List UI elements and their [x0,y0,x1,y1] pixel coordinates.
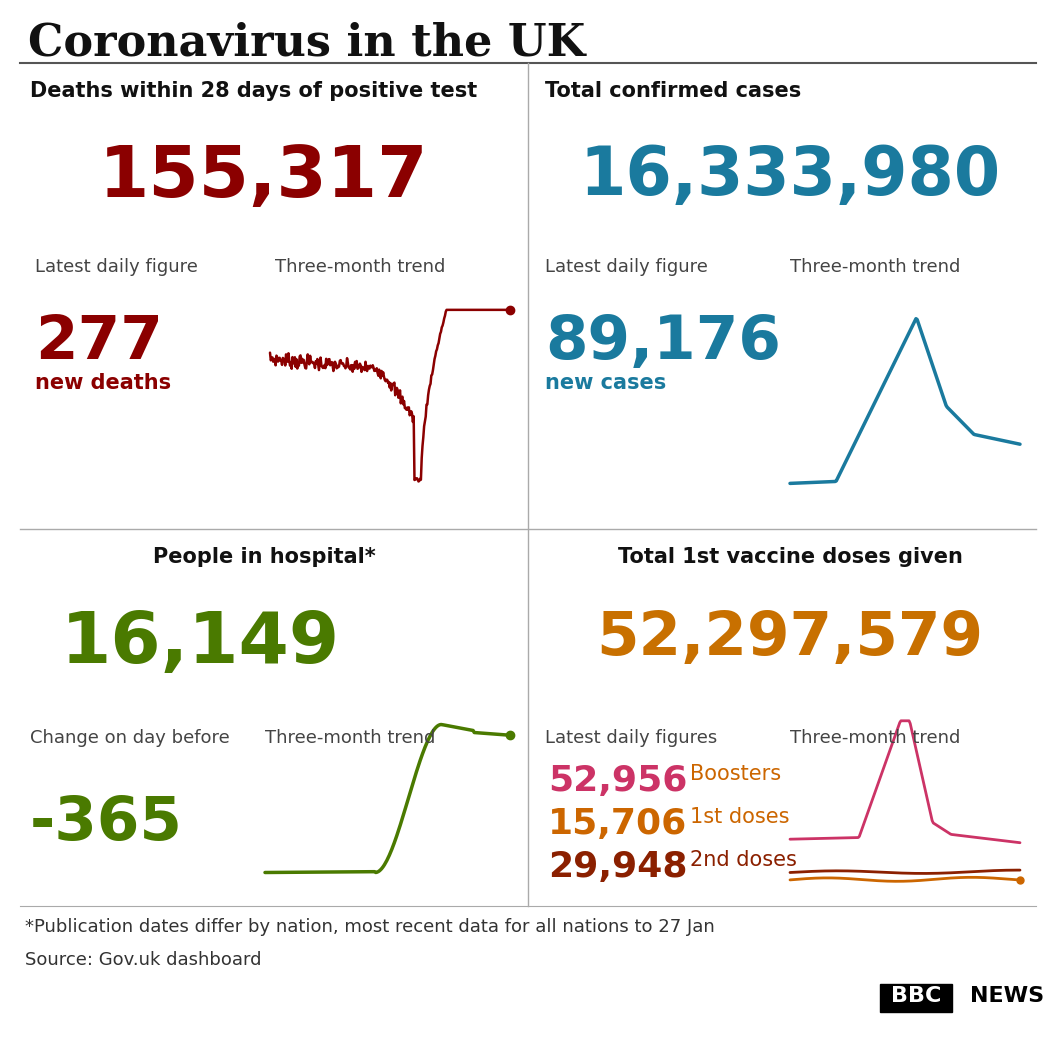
Text: Latest daily figures: Latest daily figures [545,729,717,747]
Text: Latest daily figure: Latest daily figure [545,258,708,276]
Text: 52,956: 52,956 [548,763,687,798]
Text: Change on day before: Change on day before [30,729,230,747]
Text: 52,297,579: 52,297,579 [597,609,983,668]
Text: new cases: new cases [545,373,666,393]
Text: Three-month trend: Three-month trend [275,258,446,276]
Text: People in hospital*: People in hospital* [153,547,375,567]
Text: Total 1st vaccine doses given: Total 1st vaccine doses given [618,547,962,567]
Text: 2nd doses: 2nd doses [690,850,797,870]
Text: *Publication dates differ by nation, most recent data for all nations to 27 Jan: *Publication dates differ by nation, mos… [25,918,715,936]
Text: Total confirmed cases: Total confirmed cases [545,81,802,101]
Text: 89,176: 89,176 [545,313,780,372]
Text: new deaths: new deaths [35,373,171,393]
Text: 277: 277 [35,313,163,372]
FancyBboxPatch shape [880,984,953,1012]
Text: 16,333,980: 16,333,980 [580,143,1001,209]
Text: Latest daily figure: Latest daily figure [35,258,197,276]
Text: NEWS: NEWS [970,986,1044,1006]
Text: Three-month trend: Three-month trend [265,729,435,747]
Text: 15,706: 15,706 [548,807,687,841]
Text: Boosters: Boosters [690,763,781,784]
Text: Source: Gov.uk dashboard: Source: Gov.uk dashboard [25,951,262,969]
Text: 1st doses: 1st doses [690,807,790,827]
Text: 29,948: 29,948 [548,850,687,884]
Text: Three-month trend: Three-month trend [790,729,960,747]
Text: BBC: BBC [891,986,941,1006]
Text: -365: -365 [30,794,183,853]
Text: 16,149: 16,149 [60,609,340,678]
Text: Coronavirus in the UK: Coronavirus in the UK [29,21,585,64]
Text: 155,317: 155,317 [99,143,429,212]
Text: Deaths within 28 days of positive test: Deaths within 28 days of positive test [30,81,477,101]
Text: Three-month trend: Three-month trend [790,258,960,276]
